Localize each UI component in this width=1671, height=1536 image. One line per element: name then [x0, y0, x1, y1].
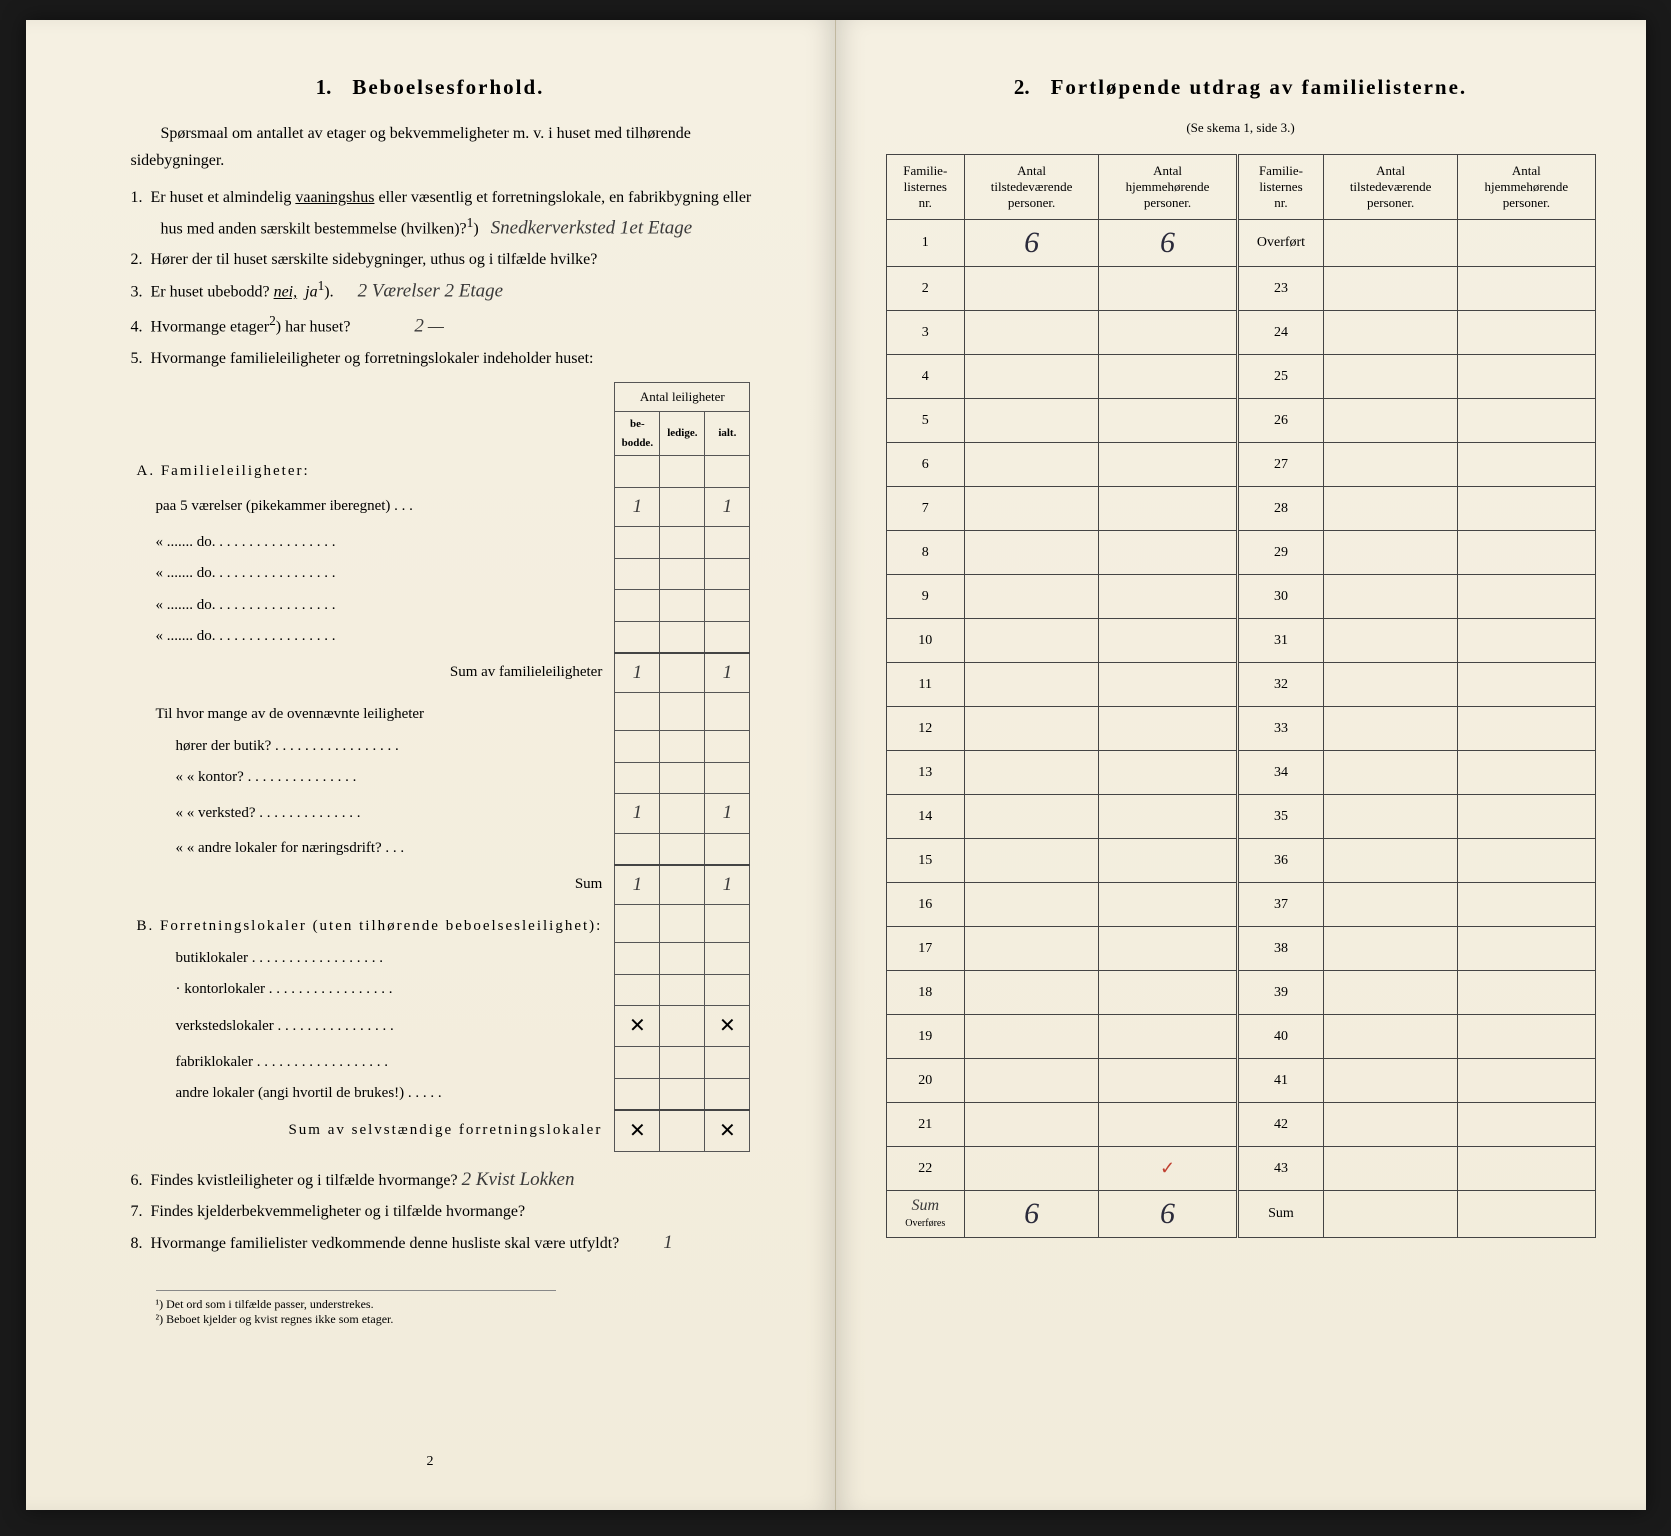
q3-ja: ja [305, 284, 317, 301]
familie-table: Familie-listernesnr.Antaltilstedeværende… [886, 154, 1596, 1238]
q8-answer: 1 [663, 1232, 673, 1253]
q7-num: 7. [131, 1203, 143, 1220]
q3-answer: 2 Værelser 2 Etage [358, 281, 503, 302]
left-title: 1. Beboelsesforhold. [76, 75, 785, 100]
table-row: 1940 [886, 1015, 1595, 1059]
table-row: 223 [886, 267, 1595, 311]
table-row: 1334 [886, 751, 1595, 795]
leiligheter-table: Antal leiligheterbe-bodde.ledige.ialt.A.… [131, 382, 751, 1152]
q4-sup: 2 [269, 313, 276, 328]
intro: Spørsmaal om antallet av etager og bekve… [131, 120, 775, 174]
q4-answer: 2 [414, 315, 424, 336]
table-row: 1132 [886, 663, 1595, 707]
table-row: 166Overført [886, 220, 1595, 267]
table-row: 425 [886, 355, 1595, 399]
table-row: 1839 [886, 971, 1595, 1015]
q1-sup: 1 [467, 215, 474, 230]
q3-nei: nei, [274, 284, 298, 301]
q1-underline: vaaningshus [295, 189, 374, 206]
footnote-1: ¹) Det ord som i tilfælde passer, unders… [156, 1297, 556, 1312]
q5: 5. Hvormange familieleiligheter og forre… [131, 345, 775, 372]
footnotes: ¹) Det ord som i tilfælde passer, unders… [156, 1290, 556, 1327]
table-row: 627 [886, 443, 1595, 487]
q2-text: Hører der til huset særskilte sidebygnin… [151, 251, 598, 268]
footnote-2: ²) Beboet kjelder og kvist regnes ikke s… [156, 1312, 556, 1327]
q1-text-a: Er huset et almindelig [151, 189, 296, 206]
q4-num: 4. [131, 318, 143, 335]
right-page: 2. Fortløpende utdrag av familielisterne… [836, 20, 1646, 1510]
table-row: 728 [886, 487, 1595, 531]
table-row: 1738 [886, 927, 1595, 971]
table-row: 324 [886, 311, 1595, 355]
right-subtitle: (Se skema 1, side 3.) [886, 120, 1596, 136]
title-text: Beboelsesforhold. [352, 75, 544, 99]
table-row: 1536 [886, 839, 1595, 883]
q6-answer: 2 Kvist Lokken [462, 1169, 575, 1190]
title-num: 1. [316, 75, 332, 99]
q7: 7. Findes kjelderbekvemmeligheter og i t… [131, 1198, 775, 1225]
table-row: 1637 [886, 883, 1595, 927]
q4-text: Hvormange etager [151, 318, 270, 335]
q6: 6. Findes kvistleiligheter og i tilfælde… [131, 1164, 775, 1196]
q1-num: 1. [131, 189, 143, 206]
q6-num: 6. [131, 1172, 143, 1189]
page-number-left: 2 [26, 1454, 835, 1470]
table-row: 2142 [886, 1103, 1595, 1147]
q4-cont: ) har huset? [276, 318, 351, 335]
left-page: 1. Beboelsesforhold. Spørsmaal om antall… [26, 20, 836, 1510]
table-row: 22✓43 [886, 1147, 1595, 1191]
table-row: 526 [886, 399, 1595, 443]
q4: 4. Hvormange etager2) har huset? 2 — [131, 310, 775, 343]
q8-num: 8. [131, 1235, 143, 1252]
table-row: 930 [886, 575, 1595, 619]
q5-text: Hvormange familieleiligheter og forretni… [151, 350, 594, 367]
left-body: Spørsmaal om antallet av etager og bekve… [131, 120, 775, 1260]
q1-answer: Snedkerverksted 1et Etage [491, 217, 693, 238]
q5-num: 5. [131, 350, 143, 367]
q3: 3. Er huset ubebodd? nei, ja1). 2 Værels… [131, 275, 775, 308]
q3-num: 3. [131, 284, 143, 301]
q3-sup: 1 [318, 278, 325, 293]
table-row: 1435 [886, 795, 1595, 839]
table-row: 2041 [886, 1059, 1595, 1103]
right-title-num: 2. [1014, 75, 1030, 99]
q6-text: Findes kvistleiligheter og i tilfælde hv… [151, 1172, 458, 1189]
table-row: 829 [886, 531, 1595, 575]
table-row: 1031 [886, 619, 1595, 663]
q2-num: 2. [131, 251, 143, 268]
q7-text: Findes kjelderbekvemmeligheter og i tilf… [151, 1203, 526, 1220]
q1: 1. Er huset et almindelig vaaningshus el… [131, 184, 775, 244]
q8: 8. Hvormange familielister vedkommende d… [131, 1227, 775, 1259]
right-title-text: Fortløpende utdrag av familielisterne. [1051, 75, 1468, 99]
q2: 2. Hører der til huset særskilte sidebyg… [131, 246, 775, 273]
document-spread: 1. Beboelsesforhold. Spørsmaal om antall… [26, 20, 1646, 1510]
q8-text: Hvormange familielister vedkommende denn… [151, 1235, 620, 1252]
q3-text: Er huset ubebodd? [151, 284, 274, 301]
table-row: 1233 [886, 707, 1595, 751]
right-title: 2. Fortløpende utdrag av familielisterne… [886, 75, 1596, 100]
